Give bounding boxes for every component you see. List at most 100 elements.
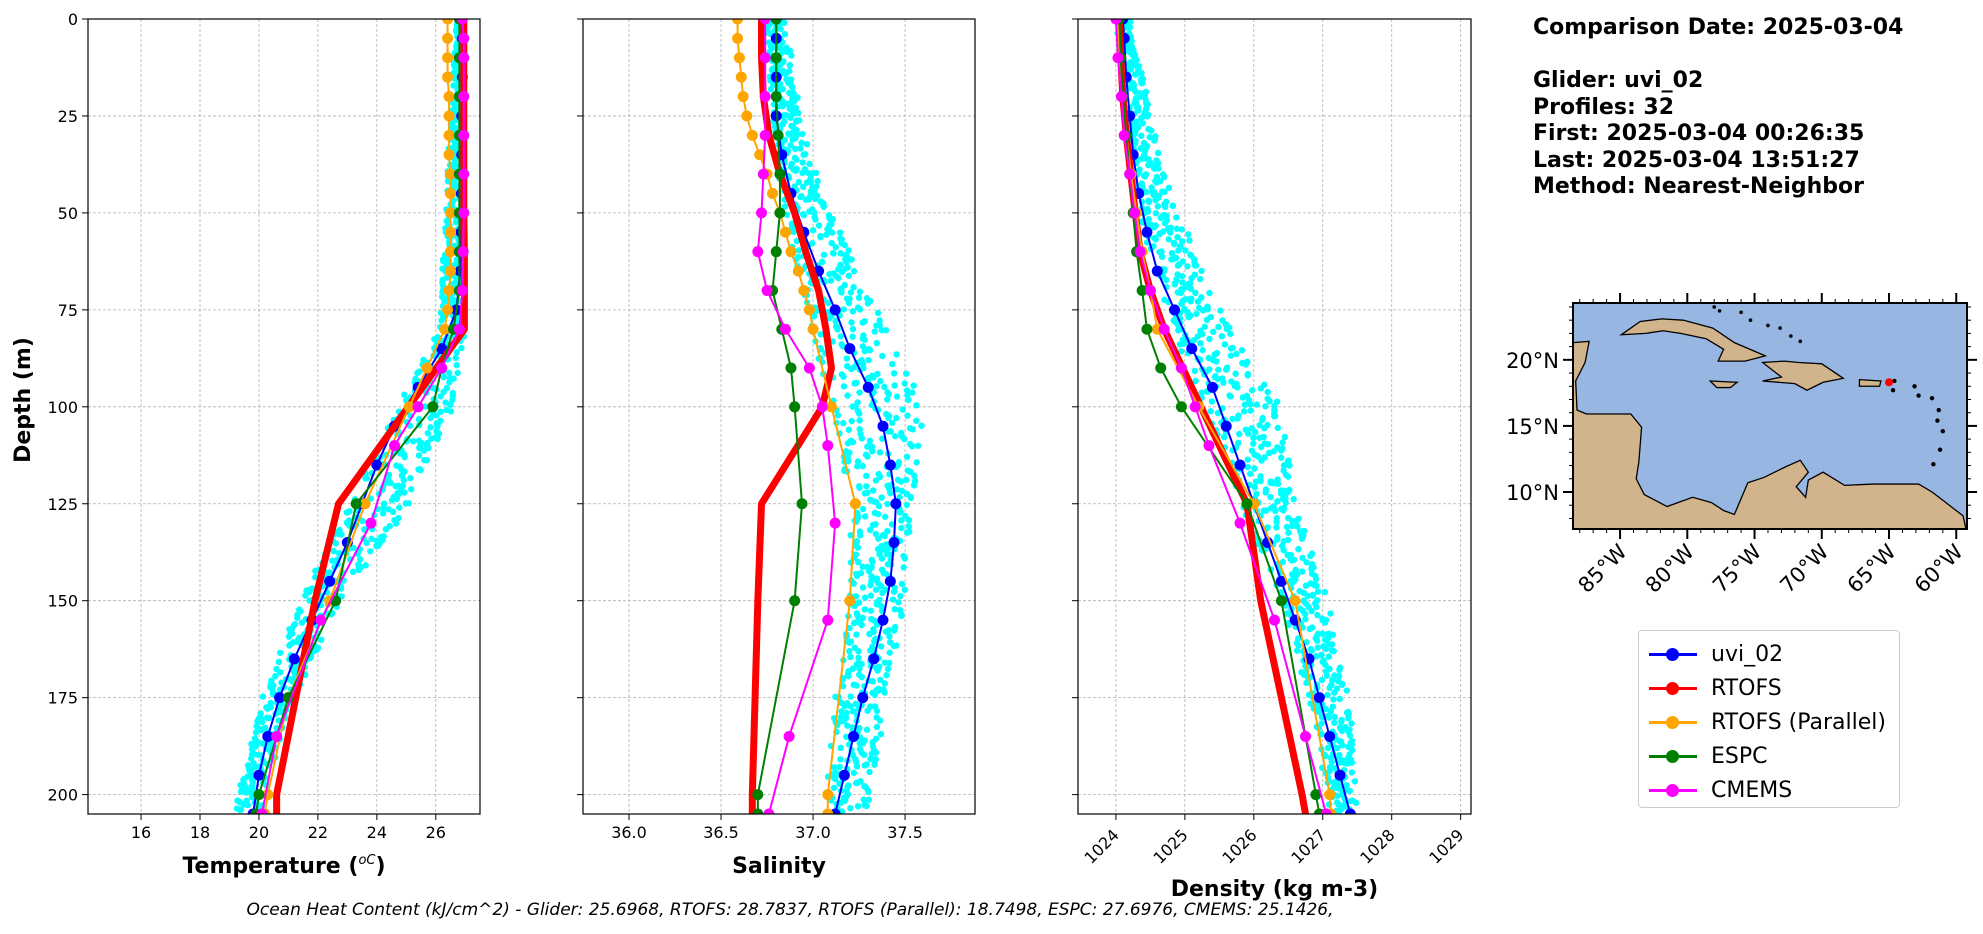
cloud-point xyxy=(240,801,247,808)
cloud-point xyxy=(867,607,875,614)
cloud-point xyxy=(1306,625,1313,633)
cloud-point xyxy=(1223,325,1230,333)
cuba xyxy=(1619,318,1768,362)
cloud-point xyxy=(1244,463,1251,471)
longitude-label: 80°W xyxy=(1641,539,1699,597)
cloud-point xyxy=(855,294,863,301)
cloud-point xyxy=(869,689,876,697)
cloud-point xyxy=(845,458,852,465)
cloud-point xyxy=(844,440,852,447)
series-point xyxy=(443,91,455,103)
cloud-point xyxy=(1330,648,1337,655)
longitude-label: 85°W xyxy=(1574,539,1632,597)
cloud-point xyxy=(1232,370,1239,377)
cloud-point xyxy=(1198,267,1205,275)
cloud-point xyxy=(302,592,309,599)
puerto-rico xyxy=(1858,378,1882,387)
cloud-point xyxy=(859,505,867,513)
legend-entry: ESPC xyxy=(1649,739,1889,773)
island xyxy=(1937,447,1943,452)
cloud-point xyxy=(820,251,828,258)
cloud-point xyxy=(868,372,876,379)
series-point xyxy=(789,401,801,413)
cloud-point xyxy=(866,768,873,776)
x-tick-label: 1025 xyxy=(1149,825,1191,867)
island xyxy=(1748,318,1753,322)
series-point xyxy=(838,769,850,781)
cloud-point xyxy=(1339,680,1346,688)
cloud-point xyxy=(910,482,918,489)
cloud-point xyxy=(1227,352,1235,359)
cloud-point xyxy=(854,558,862,566)
location-map: 20°N 15°N 10°N 85°W 80°W 75°W 70°W 65°W 60°W xyxy=(1506,293,1977,598)
series-point xyxy=(1141,226,1153,238)
cloud-point xyxy=(1161,219,1169,227)
series-point xyxy=(1234,517,1246,529)
cloud-point xyxy=(1204,303,1211,310)
cloud-point xyxy=(450,125,458,133)
cloud-point xyxy=(401,489,408,496)
cloud-point xyxy=(1351,778,1359,785)
cloud-point xyxy=(392,520,400,527)
series-point xyxy=(350,498,362,510)
cloud-point xyxy=(305,586,313,594)
cloud-point xyxy=(402,500,410,507)
series-point xyxy=(274,692,286,704)
x-tick-label: 1028 xyxy=(1356,825,1398,867)
series-point xyxy=(752,246,764,258)
cloud-point xyxy=(1303,559,1310,566)
cloud-point xyxy=(1138,182,1146,189)
cloud-point xyxy=(1338,718,1345,725)
series-point xyxy=(816,401,828,413)
cloud-point xyxy=(1344,708,1352,716)
x-tick-label: 37.0 xyxy=(795,823,831,842)
series-point xyxy=(1275,575,1287,587)
cloud-point xyxy=(1301,671,1308,679)
cloud-point xyxy=(1282,471,1290,479)
cloud-point xyxy=(1152,196,1159,204)
cloud-point xyxy=(875,535,882,542)
cloud-point xyxy=(434,435,441,443)
cloud-point xyxy=(1343,687,1351,694)
series-point xyxy=(445,168,457,180)
cloud-point xyxy=(812,169,820,177)
cloud-point xyxy=(876,321,883,329)
cloud-point xyxy=(1299,568,1306,575)
cloud-point xyxy=(1127,60,1134,68)
series-point xyxy=(371,459,383,471)
cloud-point xyxy=(1184,263,1191,270)
cloud-point xyxy=(1312,572,1319,580)
cloud-point xyxy=(898,517,905,524)
cloud-point xyxy=(786,61,794,69)
cloud-point xyxy=(843,709,850,717)
cloud-point xyxy=(1315,708,1323,716)
cloud-point xyxy=(452,218,460,226)
cloud-point xyxy=(854,544,862,551)
cloud-point xyxy=(1302,582,1310,589)
latitude-label: 10°N xyxy=(1506,481,1559,505)
cloud-point xyxy=(1325,653,1333,660)
series-point xyxy=(796,498,808,510)
cloud-point xyxy=(252,729,260,736)
cloud-point xyxy=(841,703,848,710)
cloud-point xyxy=(867,647,874,654)
series-point xyxy=(862,381,874,393)
cloud-point xyxy=(427,414,434,422)
series-point xyxy=(1220,420,1232,432)
series-point xyxy=(1206,381,1218,393)
cloud-point xyxy=(1324,691,1331,699)
x-tick-label: 1026 xyxy=(1218,825,1260,867)
cloud-point xyxy=(832,244,839,251)
cloud-point xyxy=(884,561,892,568)
cloud-point xyxy=(879,435,886,442)
cloud-point xyxy=(875,502,883,510)
cloud-point xyxy=(897,508,904,515)
cloud-point xyxy=(1279,439,1286,446)
cloud-point xyxy=(443,274,450,281)
cloud-point xyxy=(1245,430,1252,437)
cloud-point xyxy=(875,470,882,478)
cloud-point xyxy=(888,521,896,528)
cloud-point xyxy=(1221,433,1228,441)
cloud-point xyxy=(1227,345,1235,352)
cloud-point xyxy=(891,606,898,613)
